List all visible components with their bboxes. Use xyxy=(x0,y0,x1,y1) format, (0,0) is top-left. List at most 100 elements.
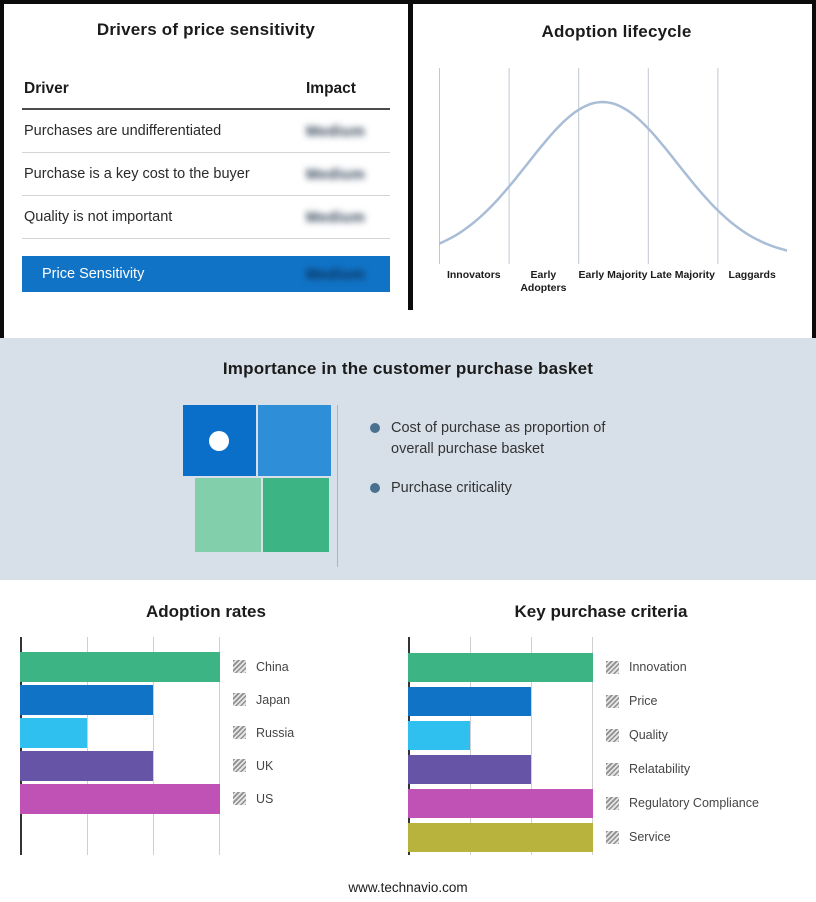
hatched-swatch-icon xyxy=(233,726,246,739)
price-sensitivity-bar: Price Sensitivity Medium xyxy=(22,256,390,292)
legend-label: China xyxy=(256,659,289,674)
bullet-text: Cost of purchase as proportion of overal… xyxy=(391,420,606,457)
legend-label: Japan xyxy=(256,692,291,707)
driver-column-header: Driver xyxy=(24,80,69,97)
quadrant-top-left xyxy=(183,405,256,476)
driver-cell: Purchase is a key cost to the buyer xyxy=(24,166,250,182)
hatched-swatch-icon xyxy=(233,660,246,673)
top-section: Drivers of price sensitivity Driver Impa… xyxy=(0,0,816,338)
legend-item: China xyxy=(233,650,294,683)
drivers-title: Drivers of price sensitivity xyxy=(96,20,316,39)
bar-row xyxy=(20,650,220,683)
gridline xyxy=(153,637,155,855)
gridline xyxy=(531,637,533,855)
hatched-swatch-icon xyxy=(606,694,619,708)
bar-relatability xyxy=(408,754,532,784)
legend-label: Regulatory Compliance xyxy=(629,796,759,810)
marker-dot-icon xyxy=(209,431,229,451)
basket-section: Importance in the customer purchase bask… xyxy=(0,338,816,580)
lifecycle-chart: Innovators Early Adopters Early Majority… xyxy=(439,66,787,294)
quadrant-axis-line xyxy=(337,405,338,567)
chart-body: China Japan Russia UK US xyxy=(20,637,392,855)
stage-label: Early Majority xyxy=(578,269,648,281)
price-sensitivity-value-redacted: Medium xyxy=(306,265,366,283)
hatched-swatch-icon xyxy=(606,762,619,776)
legend-item: Japan xyxy=(233,683,294,716)
legend-item: Regulatory Compliance xyxy=(606,786,759,820)
gridline xyxy=(219,637,220,855)
bar-us xyxy=(20,783,220,814)
quadrant-top-right xyxy=(258,405,331,476)
quadrant-chart xyxy=(183,405,331,552)
legend-item: Service xyxy=(606,820,759,854)
legend-item: Russia xyxy=(233,716,294,749)
adoption-rates-chart: Adoption rates China Japan Russia UK US xyxy=(20,602,392,855)
gridline xyxy=(592,637,594,855)
bar-row xyxy=(20,782,220,815)
bar-row xyxy=(20,716,220,749)
bar-service xyxy=(408,822,593,852)
bar-row xyxy=(408,820,593,854)
bar-row xyxy=(408,718,593,752)
website-url: www.technavio.com xyxy=(348,880,468,895)
bar-row xyxy=(408,684,593,718)
table-row: Purchases are undifferentiated Medium xyxy=(22,110,390,153)
table-row: Purchase is a key cost to the buyer Medi… xyxy=(22,153,390,196)
stage-label: Laggards xyxy=(728,269,776,281)
legend-label: Relatability xyxy=(629,762,691,776)
adoption-rates-title: Adoption rates xyxy=(146,602,266,621)
stage-label: Innovators xyxy=(446,269,501,281)
chart-legend: Innovation Price Quality Relatability Regula… xyxy=(606,637,759,855)
bullet-icon xyxy=(370,423,380,433)
driver-cell: Purchases are undifferentiated xyxy=(24,123,222,139)
legend-item: Relatability xyxy=(606,752,759,786)
stage-label: Late Majority xyxy=(650,269,715,281)
bullet-item: Cost of purchase as proportion of overal… xyxy=(370,418,641,459)
hatched-swatch-icon xyxy=(233,792,246,805)
bell-curve-line xyxy=(439,100,787,252)
driver-cell: Quality is not important xyxy=(24,209,173,225)
drivers-table: Driver Impact Purchases are undifferenti… xyxy=(22,80,390,292)
chart-body: Innovation Price Quality Relatability Regula… xyxy=(408,637,794,855)
gridline xyxy=(86,637,88,855)
bar-china xyxy=(20,651,220,682)
bullet-item: Purchase criticality xyxy=(370,478,641,499)
chart-legend: China Japan Russia UK US xyxy=(233,637,294,855)
bar-row xyxy=(20,749,220,782)
legend-label: Price xyxy=(629,694,658,708)
key-purchase-criteria-title: Key purchase criteria xyxy=(514,602,688,621)
key-purchase-criteria-chart: Key purchase criteria Innovation Price Qua… xyxy=(408,602,794,855)
lifecycle-title: Adoption lifecycle xyxy=(541,22,692,41)
hatched-swatch-icon xyxy=(606,796,619,810)
bar-quality xyxy=(408,720,470,750)
legend-label: US xyxy=(256,791,274,806)
bar-russia xyxy=(20,717,87,748)
legend-item: UK xyxy=(233,749,294,782)
price-sensitivity-label: Price Sensitivity xyxy=(42,266,145,282)
impact-cell-redacted: Medium xyxy=(306,122,366,140)
legend-label: Russia xyxy=(256,725,295,740)
hatched-swatch-icon xyxy=(606,728,619,742)
legend-item: Innovation xyxy=(606,650,759,684)
basket-title: Importance in the customer purchase bask… xyxy=(222,359,594,378)
legend-label: Quality xyxy=(629,728,668,742)
bars-container xyxy=(408,637,593,854)
legend-item: Quality xyxy=(606,718,759,752)
bars-container xyxy=(20,637,220,815)
quadrant-top-row xyxy=(183,405,331,476)
legend-label: Service xyxy=(629,830,671,844)
quadrant-bottom-row xyxy=(195,478,331,552)
bar-row xyxy=(408,752,593,786)
quadrant-bottom-left xyxy=(195,478,261,552)
legend-item: US xyxy=(233,782,294,815)
bullet-text: Purchase criticality xyxy=(391,480,512,497)
drivers-panel: Drivers of price sensitivity Driver Impa… xyxy=(4,4,408,338)
quadrant-bottom-right xyxy=(263,478,329,552)
bar-innovation xyxy=(408,652,593,682)
basket-bullets: Cost of purchase as proportion of overal… xyxy=(370,418,641,518)
drivers-table-header: Driver Impact xyxy=(22,80,390,110)
lifecycle-stage-labels: Innovators Early Adopters Early Majority… xyxy=(439,269,787,294)
impact-cell-redacted: Medium xyxy=(306,165,366,183)
bar-row xyxy=(408,786,593,820)
gridline xyxy=(469,637,471,855)
